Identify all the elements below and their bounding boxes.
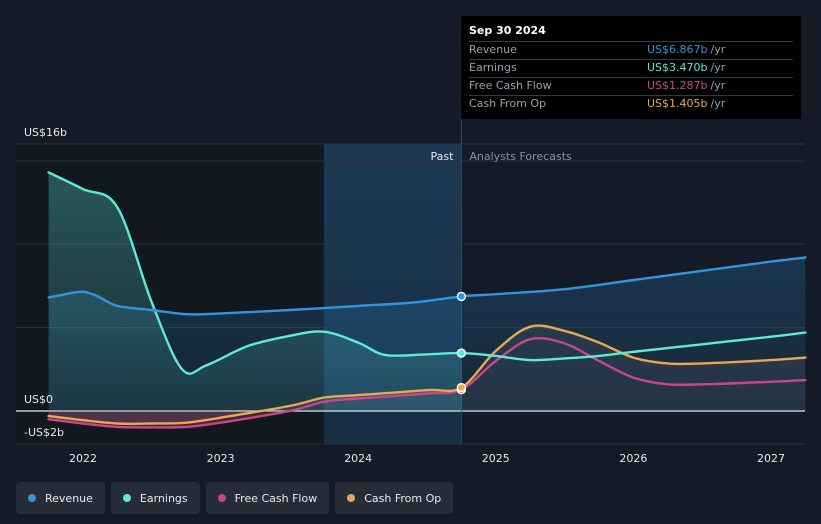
x-tick-label: 2027: [757, 452, 785, 465]
tooltip-row-revenue: Revenue US$6.867b /yr: [469, 41, 793, 58]
tooltip-unit: /yr: [710, 97, 726, 110]
legend-label: Free Cash Flow: [234, 491, 318, 505]
y-axis-top-label: US$16b: [24, 126, 67, 139]
free-cash-flow-line: [47, 336, 807, 429]
tooltip-date: Sep 30 2024: [469, 24, 546, 37]
tooltip-row-cash-from-op: Cash From Op US$1.405b /yr: [469, 95, 793, 112]
legend-item-free-cash-flow[interactable]: Free Cash Flow: [205, 482, 330, 514]
tooltip-value: US$6.867b: [647, 43, 708, 56]
x-tick-label: 2024: [344, 452, 372, 465]
earnings-marker: [456, 348, 467, 358]
tooltip-value: US$1.287b: [647, 79, 708, 92]
tooltip-label: Free Cash Flow: [469, 79, 552, 92]
tooltip-row-earnings: Earnings US$3.470b /yr: [469, 59, 793, 76]
cash-from-op-line: [47, 324, 807, 426]
earnings-line: [47, 171, 807, 375]
y-axis-zero-label: US$0: [24, 393, 53, 406]
legend-label: Cash From Op: [364, 491, 442, 505]
tooltip-label: Revenue: [469, 43, 517, 56]
series-lines: [47, 171, 807, 429]
legend: Revenue Earnings Free Cash Flow Cash Fro…: [16, 482, 454, 514]
tooltip-unit: /yr: [710, 79, 726, 92]
earnings-dot-icon: [122, 494, 131, 502]
tooltip-label: Earnings: [469, 61, 517, 74]
cash-from-op-marker: [456, 382, 467, 393]
chart-labels: US$16b US$0 -US$2b Past Analysts Forecasts 20…: [24, 126, 785, 465]
forecast-label: Analysts Forecasts: [469, 150, 572, 163]
earnings-area: [48, 172, 462, 411]
legend-item-cash-from-op[interactable]: Cash From Op: [335, 482, 454, 514]
x-tick-label: 2023: [207, 452, 235, 465]
revenue-line: [47, 256, 807, 316]
cash-from-op-dot-icon: [347, 494, 356, 502]
y-axis-bottom-label: -US$2b: [24, 426, 64, 439]
tooltip-value: US$3.470b: [647, 61, 708, 74]
legend-label: Revenue: [45, 491, 93, 505]
x-tick-label: 2022: [69, 452, 97, 465]
tooltip-unit: /yr: [710, 43, 726, 56]
x-tick-label: 2025: [482, 452, 510, 465]
x-tick-label: 2026: [619, 452, 647, 465]
tooltip-row-free-cash-flow: Free Cash Flow US$1.287b /yr: [469, 77, 793, 94]
free-cash-flow-dot-icon: [217, 494, 226, 502]
series-markers: [456, 291, 467, 395]
tooltip-unit: /yr: [710, 61, 726, 74]
past-label: Past: [430, 150, 454, 163]
tooltip-value: US$1.405b: [647, 97, 708, 110]
tooltip: Sep 30 2024 Revenue US$6.867b /yr Earnin…: [461, 16, 801, 119]
legend-item-revenue[interactable]: Revenue: [16, 482, 105, 514]
cash-from-op-area: [48, 325, 806, 424]
legend-label: Earnings: [139, 491, 188, 505]
legend-item-earnings[interactable]: Earnings: [110, 482, 200, 514]
revenue-dot-icon: [28, 494, 36, 502]
revenue-marker: [456, 291, 467, 302]
tooltip-label: Cash From Op: [469, 97, 547, 110]
